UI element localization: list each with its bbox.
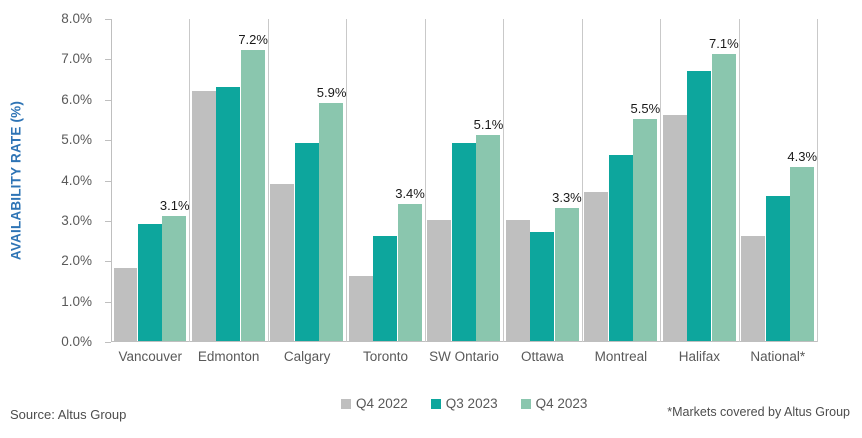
y-tick-label: 8.0% — [61, 11, 92, 26]
legend-item-q4-2022: Q4 2022 — [341, 396, 408, 411]
bar-q3-2023-edmonton — [216, 86, 241, 341]
bar-q4-2022-toronto — [348, 276, 373, 341]
legend-label: Q4 2022 — [356, 396, 408, 411]
bar-q4-2022-ottawa — [505, 219, 530, 341]
y-tick-mark — [105, 301, 111, 303]
bar-q4-2023-montreal — [633, 118, 658, 341]
y-tick-label: 6.0% — [61, 91, 92, 107]
bar-q4-2022-vancouver — [113, 268, 138, 341]
bar-value-label: 7.1% — [708, 36, 739, 52]
y-tick-mark — [105, 261, 111, 263]
bar-value-label: 3.4% — [395, 185, 425, 201]
category-separator-line — [738, 19, 740, 342]
y-tick-label: 7.0% — [61, 51, 92, 67]
category-separator-line — [189, 19, 191, 342]
bar-q4-2023-sw-ontario — [476, 135, 501, 341]
bar-q3-2023-ottawa — [530, 232, 555, 341]
category-separator-line — [660, 19, 662, 342]
y-tick-mark — [105, 180, 111, 182]
bar-q4-2022-calgary — [270, 183, 295, 341]
x-tick-label-montreal: Montreal — [594, 349, 648, 364]
bar-q4-2023-halifax — [711, 54, 736, 341]
bar-q3-2023-vancouver — [137, 223, 162, 341]
legend-swatch-icon — [341, 398, 351, 409]
bar-value-label: 5.5% — [630, 100, 661, 116]
bar-q4-2023-edmonton — [240, 50, 265, 341]
y-tick-label: 1.0% — [61, 293, 92, 309]
y-tick-label: 2.0% — [61, 253, 92, 269]
x-tick-label-ottawa: Ottawa — [521, 349, 564, 364]
category-separator-line — [503, 19, 505, 342]
bar-value-label: 5.9% — [316, 84, 347, 100]
bar-q4-2023-calgary — [319, 102, 344, 341]
plot-area: 3.1% 7.2% 5.9% 3.4% 5.1% 3.3% 5.5% 7.1% 4.3% — [111, 19, 818, 342]
bar-q3-2023-calgary — [294, 143, 319, 341]
x-tick-label-vancouver: Vancouver — [118, 349, 182, 364]
legend-label: Q3 2023 — [445, 396, 498, 411]
bar-q3-2023-halifax — [687, 70, 712, 341]
y-axis-line — [111, 19, 112, 342]
bar-q3-2023-national- — [765, 195, 790, 341]
y-tick-mark — [105, 220, 111, 222]
x-axis-line — [111, 341, 817, 342]
category-separator-line — [267, 19, 269, 342]
bar-q4-2023-toronto — [397, 203, 422, 341]
bar-q4-2022-halifax — [662, 114, 687, 341]
bar-q3-2023-montreal — [608, 155, 633, 341]
x-tick-label-national-: National* — [750, 349, 806, 364]
bar-q4-2022-montreal — [584, 191, 609, 341]
bar-value-label: 4.3% — [787, 149, 818, 165]
bar-value-label: 3.3% — [552, 189, 582, 205]
y-tick-mark — [105, 99, 111, 101]
x-tick-label-calgary: Calgary — [283, 349, 331, 364]
legend: Q4 2022 Q3 2023 Q4 2023 — [341, 396, 587, 411]
bar-q4-2023-ottawa — [554, 207, 579, 341]
category-separator-line — [424, 19, 426, 342]
legend-label: Q4 2023 — [535, 396, 588, 411]
bar-value-label: 7.2% — [238, 32, 268, 48]
y-tick-label: 0.0% — [61, 334, 92, 349]
y-tick-label: 4.0% — [61, 172, 92, 188]
bar-value-label: 3.1% — [159, 197, 190, 213]
x-tick-label-sw-ontario: SW Ontario — [429, 349, 499, 364]
bar-q3-2023-toronto — [373, 236, 398, 341]
bar-q4-2023-vancouver — [162, 215, 187, 341]
y-tick-mark — [105, 59, 111, 61]
x-tick-label-edmonton: Edmonton — [197, 349, 260, 364]
category-separator-line — [581, 19, 583, 342]
category-separator-line — [346, 19, 348, 342]
y-axis-title: AVAILABILITY RATE (%) — [8, 100, 24, 261]
legend-swatch-icon — [430, 398, 441, 409]
bar-q4-2023-national- — [790, 167, 814, 341]
bar-q4-2022-sw-ontario — [427, 219, 452, 341]
bar-q4-2022-edmonton — [191, 90, 216, 341]
y-tick-mark — [105, 342, 111, 343]
source-note: Source: Altus Group — [10, 407, 127, 422]
markets-footnote: *Markets covered by Altus Group — [667, 405, 850, 419]
category-separator-line — [817, 19, 818, 342]
y-tick-mark — [105, 140, 111, 142]
legend-swatch-icon — [520, 398, 531, 409]
bar-q4-2022-national- — [741, 236, 766, 341]
x-tick-label-toronto: Toronto — [363, 349, 409, 364]
legend-item-q4-2023: Q4 2023 — [520, 396, 588, 411]
legend-item-q3-2023: Q3 2023 — [430, 396, 498, 411]
y-tick-label: 3.0% — [61, 212, 92, 228]
bar-value-label: 5.1% — [473, 117, 504, 133]
x-tick-label-halifax: Halifax — [678, 349, 720, 364]
bar-q3-2023-sw-ontario — [451, 143, 476, 341]
y-tick-label: 5.0% — [61, 132, 92, 148]
y-tick-mark — [105, 19, 111, 20]
